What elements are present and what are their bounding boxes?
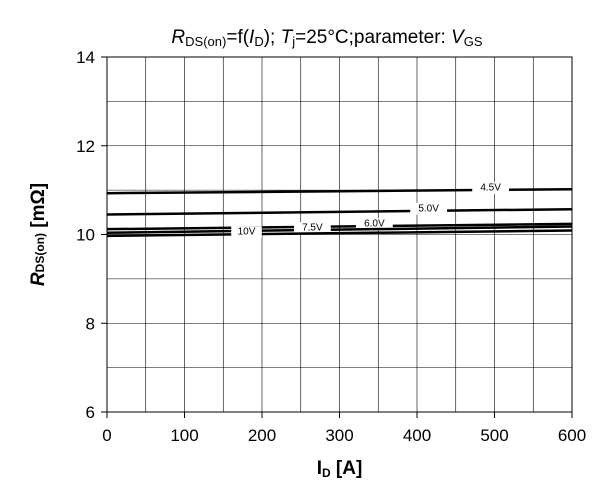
series-label-bg <box>231 226 262 239</box>
series-line-5-0v <box>106 207 573 216</box>
series-group: 4.5V 5.0V 6.0V 7.5V 10V <box>106 181 573 239</box>
x-tick-label: 600 <box>558 426 586 445</box>
y-axis-ticks: 6 8 10 12 14 <box>76 48 107 422</box>
y-tick-label: 6 <box>86 403 95 422</box>
y-axis-label: RDS(on) [mΩ] <box>28 183 49 286</box>
y-tick-label: 8 <box>86 314 95 333</box>
x-tick-label: 500 <box>480 426 508 445</box>
series-label-bg <box>355 218 393 231</box>
series-label: 10V <box>238 227 256 238</box>
x-tick-label: 200 <box>248 426 276 445</box>
y-tick-label: 10 <box>76 226 95 245</box>
series-label-bg <box>293 221 331 234</box>
series-line-7-5v <box>106 225 573 234</box>
x-tick-label: 100 <box>170 426 198 445</box>
x-axis-ticks: 0 100 200 300 400 500 600 <box>102 412 586 445</box>
series-label-bg <box>410 202 448 215</box>
series-label: 6.0V <box>364 219 385 230</box>
x-tick-label: 400 <box>403 426 431 445</box>
series-line-6-0v <box>106 222 573 231</box>
y-tick-label: 12 <box>76 137 95 156</box>
y-tick-label: 14 <box>76 48 95 67</box>
x-tick-label: 300 <box>325 426 353 445</box>
series-label: 4.5V <box>480 182 501 193</box>
chart-title: RDS(on)=f(ID); Tj=25°C;parameter: VGS <box>171 27 482 49</box>
series-label-bg <box>472 181 510 194</box>
x-tick-label: 0 <box>102 426 111 445</box>
series-label: 5.0V <box>418 203 439 214</box>
series-line-10v <box>106 229 573 238</box>
series-label: 7.5V <box>302 222 323 233</box>
x-axis-label: ID [A] <box>317 458 363 480</box>
